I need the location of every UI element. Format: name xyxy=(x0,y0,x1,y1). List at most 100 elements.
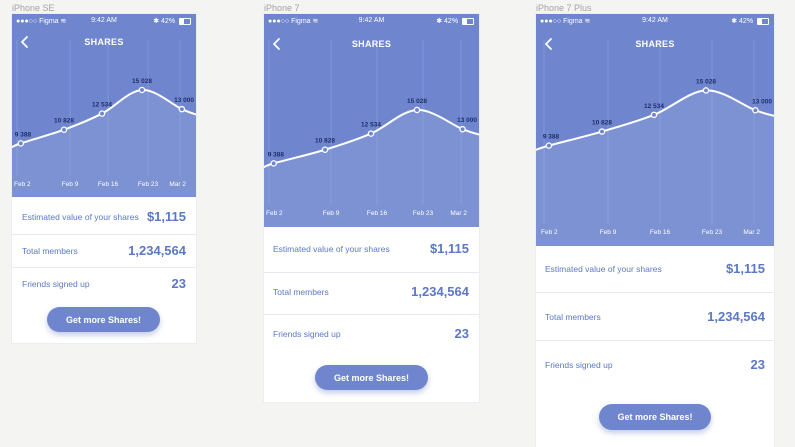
device-label-iphone-7-plus: iPhone 7 Plus xyxy=(536,3,592,13)
stat-row-total-members: Total members 1,234,564 xyxy=(536,292,774,341)
stat-value: 23 xyxy=(750,357,765,372)
data-point xyxy=(752,107,759,114)
data-label: 12 534 xyxy=(361,122,381,129)
stat-label: Friends signed up xyxy=(545,360,613,370)
stat-label: Friends signed up xyxy=(22,279,90,289)
series-area xyxy=(536,90,774,246)
x-tick-label: Feb 23 xyxy=(413,210,434,217)
shares-chart: Feb 2 Feb 9 Feb 16 Feb 23 Mar 2 9 388 10 828 12… xyxy=(264,40,479,227)
battery-icon xyxy=(179,17,191,25)
battery-icon xyxy=(462,17,474,25)
status-bar: ●●●○○ Figma ≋ 9:42 AM ✱ 42% xyxy=(264,14,479,28)
carrier-name: Figma xyxy=(291,18,311,25)
stat-row-estimated-value: Estimated value of your shares $1,115 xyxy=(12,201,196,234)
data-point xyxy=(138,86,146,94)
device-iphone-7: ●●●○○ Figma ≋ 9:42 AM ✱ 42% SHARES Feb 2… xyxy=(264,14,479,402)
shares-chart: Feb 2 Feb 9 Feb 16 Feb 23 Mar 2 9 388 10 828 12… xyxy=(536,40,774,246)
carrier-name: Figma xyxy=(39,18,59,25)
status-battery: ✱ 42% xyxy=(731,17,769,25)
device-label-iphone-7: iPhone 7 xyxy=(264,3,300,13)
data-point xyxy=(60,126,68,133)
x-tick-label: Feb 16 xyxy=(98,181,119,188)
data-point xyxy=(459,125,466,133)
device-iphone-se: ●●●○○ Figma ≋ 9:42 AM ✱ 42% SHARES Feb 2… xyxy=(12,14,196,343)
x-tick-label: Feb 2 xyxy=(14,181,31,188)
series-area xyxy=(12,89,196,197)
stat-label: Estimated value of your shares xyxy=(545,264,662,274)
chevron-left-icon xyxy=(545,38,552,50)
stat-row-estimated-value: Estimated value of your shares $1,115 xyxy=(264,230,479,272)
x-tick-label: Feb 23 xyxy=(702,229,723,236)
status-battery: ✱ 42% xyxy=(436,17,474,25)
get-more-shares-button[interactable]: Get more Shares! xyxy=(599,404,711,430)
data-point xyxy=(321,146,329,153)
stat-value: 1,234,564 xyxy=(411,284,469,299)
page-title: SHARES xyxy=(84,37,124,47)
data-label: 10 828 xyxy=(315,138,335,145)
status-time: 9:42 AM xyxy=(91,17,117,24)
wifi-icon: ≋ xyxy=(312,18,319,25)
device-label-iphone-se: iPhone SE xyxy=(12,3,55,13)
x-tick-label: Feb 23 xyxy=(138,181,159,188)
chevron-left-icon xyxy=(21,36,28,48)
stat-label: Total members xyxy=(545,312,601,322)
data-label: 10 828 xyxy=(54,118,74,125)
x-tick-label: Mar 2 xyxy=(450,210,467,217)
data-point xyxy=(545,142,553,149)
data-label: 9 388 xyxy=(15,131,32,138)
get-more-shares-button[interactable]: Get more Shares! xyxy=(47,307,160,332)
data-point xyxy=(367,130,375,137)
back-button[interactable] xyxy=(270,37,284,51)
data-label: 9 388 xyxy=(268,151,285,158)
status-time: 9:42 AM xyxy=(642,17,668,24)
stat-label: Total members xyxy=(22,246,78,256)
data-point xyxy=(598,128,606,135)
status-bar: ●●●○○ Figma ≋ 9:42 AM ✱ 42% xyxy=(12,14,196,28)
data-label: 12 534 xyxy=(92,102,112,109)
x-tick-label: Feb 16 xyxy=(367,210,388,217)
x-tick-label: Feb 9 xyxy=(62,181,79,188)
bluetooth-icon: ✱ xyxy=(436,18,443,25)
bluetooth-icon: ✱ xyxy=(731,18,738,25)
data-label: 12 534 xyxy=(644,103,664,110)
status-carrier: ●●●○○ Figma ≋ xyxy=(268,17,318,25)
battery-percent: 42% xyxy=(161,18,176,25)
data-label: 13 000 xyxy=(752,98,772,105)
chart-header: ●●●○○ Figma ≋ 9:42 AM ✱ 42% SHARES Feb 2… xyxy=(264,14,479,227)
wifi-icon: ≋ xyxy=(584,18,591,25)
x-tick-label: Feb 9 xyxy=(323,210,340,217)
stat-value: 1,234,564 xyxy=(128,243,186,258)
chevron-left-icon xyxy=(273,38,280,50)
chart-header: ●●●○○ Figma ≋ 9:42 AM ✱ 42% SHARES Feb 2… xyxy=(536,14,774,246)
nav-bar: SHARES xyxy=(12,34,196,50)
back-button[interactable] xyxy=(542,37,556,51)
status-carrier: ●●●○○ Figma ≋ xyxy=(540,17,590,25)
chart-header: ●●●○○ Figma ≋ 9:42 AM ✱ 42% SHARES Feb 2… xyxy=(12,14,196,197)
stat-value: 23 xyxy=(171,276,186,291)
data-point xyxy=(270,160,277,167)
device-iphone-7-plus: ●●●○○ Figma ≋ 9:42 AM ✱ 42% SHARES Feb 2… xyxy=(536,14,774,447)
data-point xyxy=(650,111,658,119)
data-label: 15 028 xyxy=(407,98,427,105)
data-point xyxy=(17,140,25,147)
stat-value: 1,234,564 xyxy=(707,309,765,324)
x-tick-label: Feb 2 xyxy=(266,210,283,217)
nav-bar: SHARES xyxy=(536,36,774,52)
back-button[interactable] xyxy=(18,35,32,49)
get-more-shares-button[interactable]: Get more Shares! xyxy=(315,365,428,390)
battery-percent: 42% xyxy=(739,18,754,25)
stat-value: $1,115 xyxy=(725,261,765,276)
stat-row-total-members: Total members 1,234,564 xyxy=(264,272,479,315)
stat-row-friends-signed-up: Friends signed up 23 xyxy=(264,314,479,355)
shares-chart: Feb 2 Feb 9 Feb 16 Feb 23 Mar 2 9 388 10 828 12… xyxy=(12,40,196,197)
stat-value: 23 xyxy=(454,326,469,341)
series-area xyxy=(264,109,479,227)
signal-dots-icon: ●●●○○ xyxy=(540,18,562,25)
page-title: SHARES xyxy=(351,39,392,49)
wifi-icon: ≋ xyxy=(60,18,67,25)
stat-label: Estimated value of your shares xyxy=(22,212,139,222)
data-label: 10 828 xyxy=(592,120,612,127)
status-time: 9:42 AM xyxy=(358,17,385,24)
stat-row-estimated-value: Estimated value of your shares $1,115 xyxy=(536,246,774,292)
battery-icon xyxy=(757,17,769,25)
